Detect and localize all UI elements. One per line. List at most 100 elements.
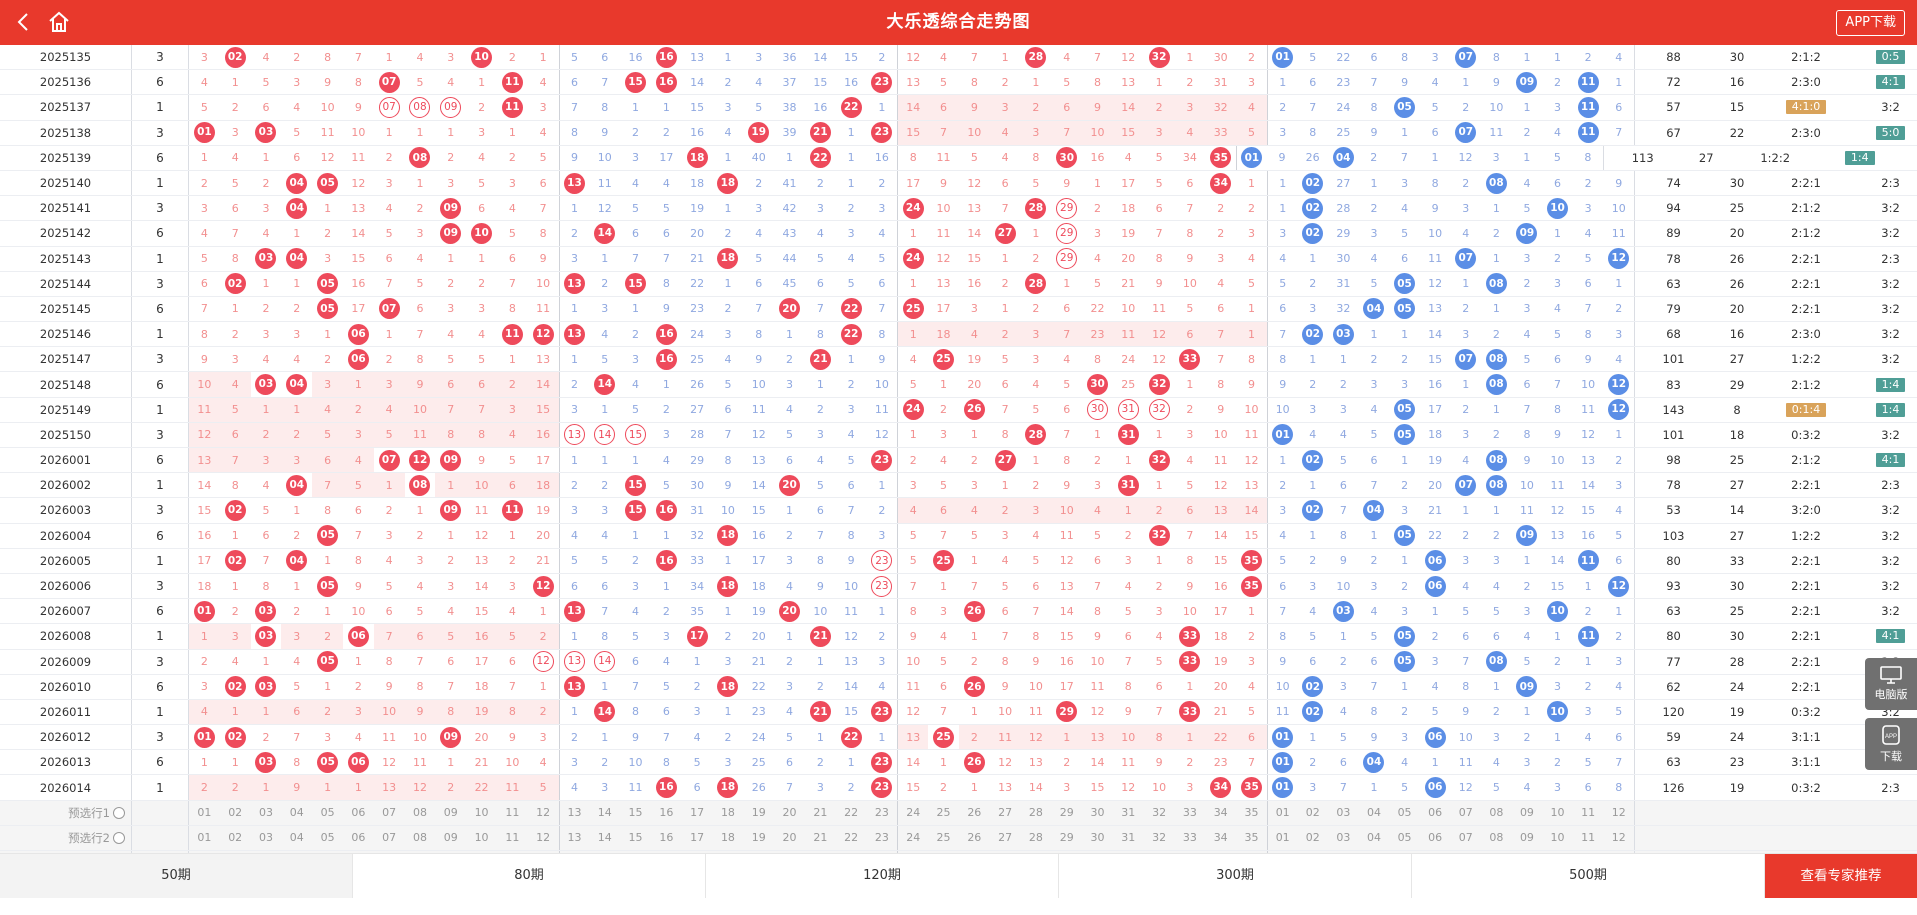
preselect-front-number[interactable]: 17 (690, 831, 705, 845)
period-300-button[interactable]: 300期 (1059, 854, 1412, 898)
preselect-front-number[interactable]: 26 (967, 806, 982, 820)
preselect-front-number[interactable]: 31 (1121, 806, 1136, 820)
app-download-float-button[interactable]: APP 下载 (1865, 718, 1917, 770)
preselect-front-number[interactable]: 06 (351, 806, 366, 820)
preselect-front-number[interactable]: 27 (998, 806, 1013, 820)
preselect-front-number[interactable]: 10 (474, 806, 489, 820)
preselect-front-number[interactable]: 07 (382, 831, 397, 845)
preselect-front-number[interactable]: 01 (197, 806, 212, 820)
preselect-front-number[interactable]: 13 (558, 800, 590, 825)
preselect-front-number[interactable]: 18 (720, 831, 735, 845)
preselect-front-number[interactable]: 28 (1028, 831, 1043, 845)
preselect-front-number[interactable]: 22 (844, 831, 859, 845)
preselect-back-number[interactable]: 12 (1611, 831, 1626, 845)
preselect-back-number[interactable]: 10 (1550, 831, 1565, 845)
preselect-front-number[interactable]: 24 (897, 825, 928, 850)
preselect-front-number[interactable]: 31 (1121, 831, 1136, 845)
preselect-front-number[interactable]: 03 (258, 831, 273, 845)
expert-recommend-button[interactable]: 查看专家推荐 (1765, 854, 1917, 898)
preselect-front-number[interactable]: 08 (412, 806, 427, 820)
preselect-front-number[interactable]: 29 (1059, 806, 1074, 820)
preselect-back-number[interactable]: 12 (1611, 806, 1626, 820)
pc-version-button[interactable]: 电脑版 (1865, 658, 1917, 710)
preselect-front-number[interactable]: 33 (1182, 806, 1197, 820)
preselect-front-number[interactable]: 10 (474, 831, 489, 845)
preselect-back-number[interactable]: 10 (1550, 806, 1565, 820)
preselect-front-number[interactable]: 14 (597, 806, 612, 820)
preselect-front-number[interactable]: 23 (874, 806, 889, 820)
preselect-front-number[interactable]: 11 (505, 806, 520, 820)
preselect-front-number[interactable]: 02 (228, 806, 243, 820)
preselect-front-number[interactable]: 20 (782, 831, 797, 845)
preselect-front-number[interactable]: 35 (1244, 806, 1259, 820)
preselect-back-number[interactable]: 11 (1581, 831, 1596, 845)
preselect-back-number[interactable]: 03 (1336, 831, 1351, 845)
preselect-back-number[interactable]: 11 (1581, 806, 1596, 820)
preselect-front-number[interactable]: 08 (412, 831, 427, 845)
preselect-front-number[interactable]: 09 (443, 831, 458, 845)
preselect-front-number[interactable]: 29 (1059, 831, 1074, 845)
preselect-back-number[interactable]: 05 (1397, 831, 1412, 845)
preselect-front-number[interactable]: 25 (936, 806, 951, 820)
preselect-front-number[interactable]: 20 (782, 806, 797, 820)
preselect-front-number[interactable]: 30 (1090, 831, 1105, 845)
preselect-front-number[interactable]: 04 (289, 806, 304, 820)
preselect-back-number[interactable]: 07 (1458, 831, 1473, 845)
preselect-front-number[interactable]: 23 (874, 831, 889, 845)
preselect-front-number[interactable]: 13 (558, 825, 590, 850)
preselect-front-number[interactable]: 19 (751, 806, 766, 820)
preselect-front-number[interactable]: 11 (505, 831, 520, 845)
preselect-front-number[interactable]: 27 (998, 831, 1013, 845)
preselect-back-number[interactable]: 02 (1305, 831, 1320, 845)
preselect-back-number[interactable]: 09 (1519, 831, 1534, 845)
preselect-front-number[interactable]: 09 (443, 806, 458, 820)
preselect-front-number[interactable]: 14 (597, 831, 612, 845)
preselect-front-number[interactable]: 12 (536, 831, 551, 845)
preselect-front-number[interactable]: 03 (258, 806, 273, 820)
preselect-back-number[interactable]: 08 (1489, 806, 1504, 820)
preselect-back-number[interactable]: 01 (1266, 825, 1298, 850)
preselect-back-number[interactable]: 02 (1305, 806, 1320, 820)
preselect-front-number[interactable]: 06 (351, 831, 366, 845)
period-120-button[interactable]: 120期 (706, 854, 1059, 898)
preselect-front-number[interactable]: 35 (1244, 831, 1259, 845)
preselect-front-number[interactable]: 24 (897, 800, 928, 825)
app-download-button[interactable]: APP下载 (1836, 10, 1905, 36)
preselect-front-number[interactable]: 02 (228, 831, 243, 845)
preselect-back-number[interactable]: 09 (1519, 806, 1534, 820)
back-arrow-icon[interactable] (14, 10, 34, 34)
preselect-front-number[interactable]: 15 (628, 806, 643, 820)
preselect-radio[interactable] (113, 806, 125, 819)
preselect-back-number[interactable]: 08 (1489, 831, 1504, 845)
preselect-back-number[interactable]: 07 (1458, 806, 1473, 820)
preselect-back-number[interactable]: 03 (1336, 806, 1351, 820)
preselect-front-number[interactable]: 05 (320, 831, 335, 845)
preselect-back-number[interactable]: 01 (1266, 800, 1298, 825)
preselect-back-number[interactable]: 06 (1428, 831, 1443, 845)
preselect-front-number[interactable]: 26 (967, 831, 982, 845)
home-icon[interactable] (46, 9, 72, 35)
preselect-front-number[interactable]: 15 (628, 831, 643, 845)
preselect-back-number[interactable]: 04 (1366, 831, 1381, 845)
preselect-front-number[interactable]: 16 (659, 806, 674, 820)
preselect-front-number[interactable]: 34 (1213, 831, 1228, 845)
preselect-front-number[interactable]: 07 (382, 806, 397, 820)
preselect-front-number[interactable]: 05 (320, 806, 335, 820)
period-500-button[interactable]: 500期 (1412, 854, 1765, 898)
preselect-front-number[interactable]: 17 (690, 806, 705, 820)
preselect-front-number[interactable]: 21 (813, 806, 828, 820)
preselect-front-number[interactable]: 18 (720, 806, 735, 820)
preselect-front-number[interactable]: 04 (289, 831, 304, 845)
preselect-front-number[interactable]: 16 (659, 831, 674, 845)
preselect-back-number[interactable]: 05 (1397, 806, 1412, 820)
preselect-front-number[interactable]: 34 (1213, 806, 1228, 820)
preselect-radio[interactable] (113, 831, 125, 844)
period-80-button[interactable]: 80期 (353, 854, 706, 898)
preselect-front-number[interactable]: 01 (197, 831, 212, 845)
preselect-front-number[interactable]: 25 (936, 831, 951, 845)
preselect-front-number[interactable]: 33 (1182, 831, 1197, 845)
preselect-front-number[interactable]: 30 (1090, 806, 1105, 820)
preselect-front-number[interactable]: 12 (536, 806, 551, 820)
preselect-front-number[interactable]: 32 (1152, 831, 1167, 845)
preselect-front-number[interactable]: 32 (1152, 806, 1167, 820)
